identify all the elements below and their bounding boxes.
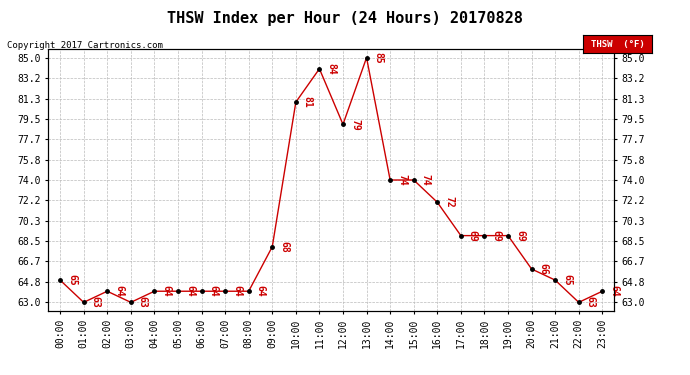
Text: 65: 65 xyxy=(562,274,572,286)
Text: 81: 81 xyxy=(303,96,313,108)
Text: 74: 74 xyxy=(397,174,407,186)
Text: 68: 68 xyxy=(279,241,289,253)
Text: THSW  (°F): THSW (°F) xyxy=(591,40,644,49)
Text: 69: 69 xyxy=(515,230,525,242)
Text: 64: 64 xyxy=(255,285,266,297)
Text: Copyright 2017 Cartronics.com: Copyright 2017 Cartronics.com xyxy=(7,41,163,50)
Text: 79: 79 xyxy=(350,118,360,130)
Text: 84: 84 xyxy=(326,63,336,75)
Text: THSW Index per Hour (24 Hours) 20170828: THSW Index per Hour (24 Hours) 20170828 xyxy=(167,11,523,26)
Text: 63: 63 xyxy=(90,297,101,308)
Text: 63: 63 xyxy=(138,297,148,308)
Text: 64: 64 xyxy=(114,285,124,297)
Text: 74: 74 xyxy=(421,174,431,186)
Text: 63: 63 xyxy=(586,297,595,308)
Text: 64: 64 xyxy=(232,285,242,297)
Text: 85: 85 xyxy=(373,52,384,63)
Text: 69: 69 xyxy=(468,230,477,242)
Text: 69: 69 xyxy=(491,230,502,242)
Text: 64: 64 xyxy=(185,285,195,297)
Text: 64: 64 xyxy=(208,285,219,297)
Text: 64: 64 xyxy=(161,285,171,297)
Text: 72: 72 xyxy=(444,196,454,208)
Text: 65: 65 xyxy=(67,274,77,286)
Text: 66: 66 xyxy=(538,263,549,275)
Text: 64: 64 xyxy=(609,285,619,297)
